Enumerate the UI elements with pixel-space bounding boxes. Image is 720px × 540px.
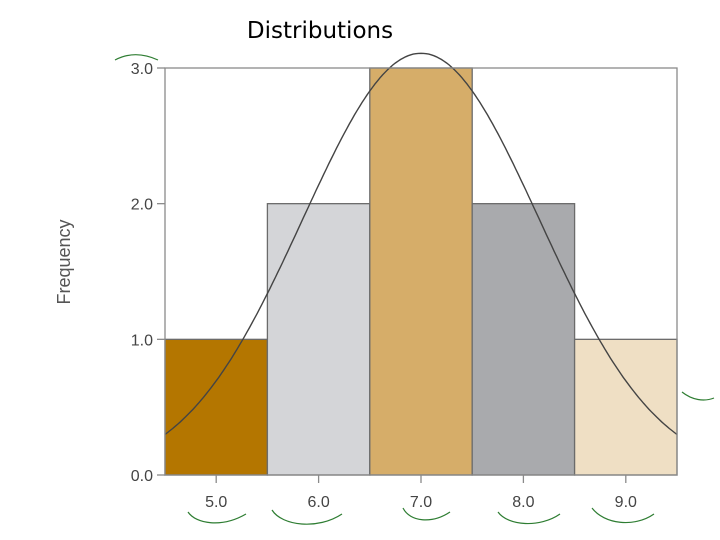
chart-title: Distributions [246,18,394,44]
handwritten-annotations [114,54,715,525]
bars-layer [164,67,678,476]
normal-curve [164,52,678,436]
scribble-mark [402,507,451,521]
histogram-bar [573,338,678,476]
y-tick-label: 3.0 [131,61,153,78]
y-tick-label: 2.0 [131,197,153,214]
histogram-bar [369,67,473,476]
y-tick-label: 1.0 [131,332,153,349]
histogram-bar [164,338,269,476]
y-axis-title: Frequency [54,219,74,304]
scribble-mark [114,54,159,61]
scribble-mark [591,507,655,524]
y-axis: 0.0 1.0 2.0 3.0 [131,61,165,485]
x-tick-label: 6.0 [307,494,329,511]
y-tick-label: 0.0 [131,468,153,485]
scribble-mark [497,511,561,525]
scribble-mark [681,391,715,401]
x-tick-label: 9.0 [615,494,637,511]
x-tick-label: 8.0 [512,494,534,511]
x-axis: 5.0 6.0 7.0 8.0 9.0 [205,475,637,511]
x-tick-label: 7.0 [410,494,432,511]
scribble-mark [187,511,247,524]
histogram-bar [266,203,371,476]
scribble-mark [271,509,343,525]
histogram-bar [471,203,576,476]
x-tick-label: 5.0 [205,494,227,511]
